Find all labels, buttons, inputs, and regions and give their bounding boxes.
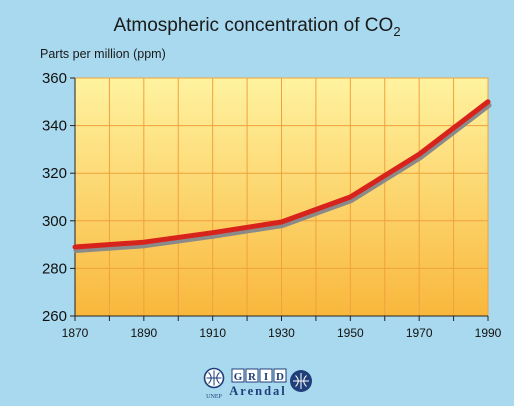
grid-letter-box [231, 368, 245, 383]
grid-letter-box [245, 368, 259, 383]
series-layer [72, 99, 492, 253]
grid-letter-box [273, 368, 287, 383]
y-tick-label: 280 [42, 260, 67, 277]
axes [70, 77, 489, 321]
x-tick-label: 1870 [62, 326, 89, 340]
x-tick-label: 1890 [130, 326, 157, 340]
chart-title: Atmospheric concentration of CO2 [113, 15, 400, 39]
grid-letter: D [276, 371, 284, 383]
x-tick-label: 1910 [199, 326, 226, 340]
x-tick-label: 1990 [475, 326, 502, 340]
y-tick-label: 320 [42, 165, 67, 182]
series-line-shadow [73, 102, 492, 253]
unep-logo: UNEP [203, 367, 225, 400]
x-tick-label: 1930 [268, 326, 295, 340]
x-tick-label: 1950 [337, 326, 364, 340]
grid-letter: I [264, 371, 268, 383]
gridlines [75, 78, 488, 316]
globe-icon [206, 370, 222, 386]
y-tick-label: 340 [42, 118, 67, 135]
unep-label: UNEP [206, 394, 222, 400]
x-tick-label: 1970 [406, 326, 433, 340]
grid-letter-box [259, 368, 273, 383]
grid-letter: R [248, 371, 257, 383]
y-tick-label: 300 [42, 213, 67, 230]
y-tick-label: 360 [42, 70, 67, 87]
un-emblem-icon [293, 373, 309, 389]
x-tick-labels: 1870 1890 1910 1930 1950 1970 1990 [62, 326, 502, 340]
grid-letter: G [234, 371, 243, 383]
y-tick-labels: 260 280 300 320 340 360 [42, 70, 67, 325]
y-tick-label: 260 [42, 308, 67, 325]
y-axis-label: Parts per million (ppm) [40, 47, 166, 61]
grid-arendal-label: Arendal [229, 384, 287, 398]
un-logo [290, 370, 312, 392]
